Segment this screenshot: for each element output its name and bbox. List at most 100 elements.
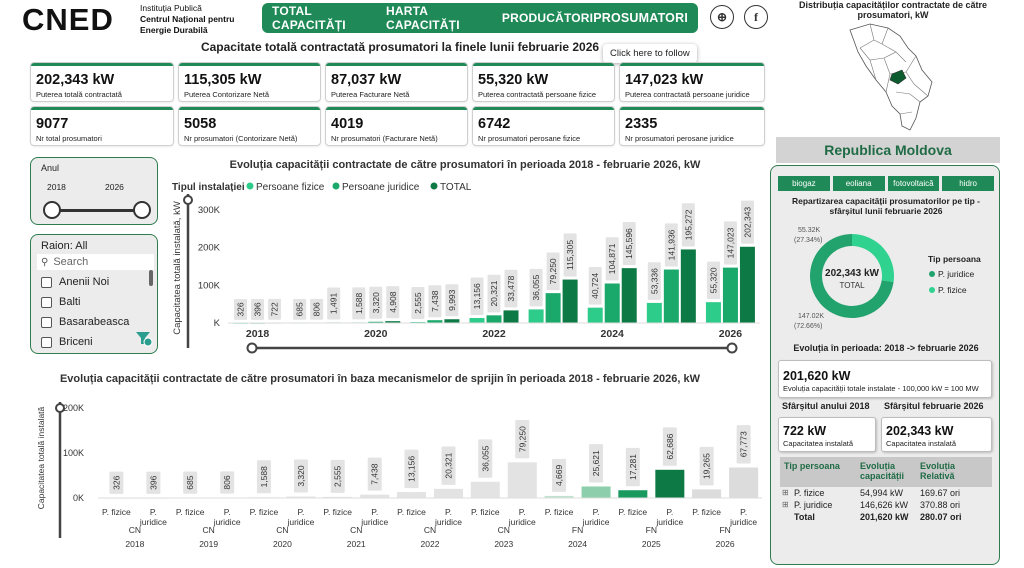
- chart1-bar[interactable]: [604, 283, 620, 323]
- chart1-bar[interactable]: [528, 309, 544, 323]
- chart2-bar[interactable]: [507, 462, 537, 498]
- year-slicer-title: Anul: [41, 163, 60, 173]
- tab-biogaz[interactable]: biogaz: [778, 176, 830, 191]
- chart1-legend-label[interactable]: Persoane fizice: [256, 182, 325, 193]
- th-type[interactable]: Tip persoana: [784, 461, 840, 471]
- tab-hidro[interactable]: hidro: [942, 176, 994, 191]
- chart2-bar[interactable]: [323, 496, 353, 498]
- chart2-data-label-bg: [662, 427, 677, 466]
- chart1-bar[interactable]: [680, 249, 696, 323]
- search-icon: ⚲: [41, 256, 49, 268]
- raion-search-box[interactable]: ⚲ Search: [37, 254, 154, 270]
- raion-item[interactable]: Briceni: [41, 332, 129, 352]
- chart1-bar[interactable]: [705, 302, 721, 323]
- donut-slice-fizice[interactable]: [852, 234, 894, 283]
- chart2-data-label-bg: [441, 446, 456, 485]
- chart2-bar[interactable]: [655, 469, 685, 498]
- chart1-data-label-bg: [293, 298, 307, 320]
- raion-checkbox[interactable]: [41, 296, 52, 308]
- raion-checkbox[interactable]: [41, 276, 52, 288]
- chart1-bar[interactable]: [587, 307, 603, 323]
- chart1-data-label: 202,343: [742, 207, 752, 238]
- kpi-card: 55,320 kW Puterea contractată persoane fi…: [472, 62, 615, 102]
- chart2-bar[interactable]: [729, 467, 759, 498]
- chart2-bar[interactable]: [360, 494, 390, 498]
- th-abs[interactable]: Evoluția capacității: [860, 461, 905, 481]
- tab-fotovoltaic[interactable]: fotovoltaică: [887, 176, 940, 191]
- chart1-data-label: 145,596: [624, 228, 634, 259]
- chart1-bar[interactable]: [545, 293, 561, 323]
- chart1-bar[interactable]: [368, 321, 384, 323]
- expand-icon[interactable]: ⊞: [782, 488, 789, 497]
- chart2-bar[interactable]: [692, 489, 722, 498]
- chart1-bar[interactable]: [621, 268, 637, 323]
- raion-item[interactable]: Balti: [41, 292, 129, 312]
- chart2-bar[interactable]: [434, 488, 463, 498]
- donut-legend-label[interactable]: P. fizice: [938, 285, 967, 295]
- chart2-sublabel: juridice: [360, 517, 388, 527]
- filter-clear-icon[interactable]: [135, 331, 153, 347]
- chart1-bar[interactable]: [385, 321, 401, 323]
- chart1-x-scroll-end[interactable]: [726, 342, 738, 354]
- chart1-bar[interactable]: [503, 310, 519, 323]
- chart2-data-label: 2,555: [333, 465, 343, 487]
- donut-title: Repartizarea capacității prosumatorilor …: [792, 196, 980, 216]
- chart2-bar[interactable]: [397, 492, 426, 498]
- kpi-label: Nr prosumatori perosane fizice: [478, 134, 581, 143]
- chart2-bar[interactable]: [544, 495, 574, 498]
- chart1-data-label-bg: [588, 267, 602, 305]
- chart2-bar[interactable]: [286, 496, 316, 498]
- chart1-bar[interactable]: [722, 267, 738, 323]
- tab-eoliana[interactable]: eoliana: [832, 176, 885, 191]
- raion-item[interactable]: Anenii Noi: [41, 272, 129, 292]
- chart1-bar[interactable]: [562, 279, 578, 323]
- chart2-mech-label: FN: [719, 525, 730, 535]
- chart1-data-label-bg: [411, 287, 425, 320]
- row-type: P. fizice: [794, 488, 825, 498]
- raion-scrollbar[interactable]: [149, 270, 153, 286]
- raion-item[interactable]: Basarabeasca: [41, 312, 129, 332]
- moldova-map[interactable]: [840, 22, 940, 134]
- chart1-bar[interactable]: [444, 319, 460, 323]
- nav-total-capacitati[interactable]: TOTAL CAPACITĂȚI: [272, 4, 346, 32]
- th-rel[interactable]: Evoluția Relativă: [920, 461, 956, 481]
- logo-sub-line-1: Instituția Publică: [140, 3, 202, 13]
- raion-item-label: Anenii Noi: [59, 276, 110, 288]
- chart1-legend-marker: [246, 182, 254, 190]
- nav-prosumatori[interactable]: PROSUMATORI: [593, 11, 688, 25]
- year-slider-end-handle[interactable]: [133, 201, 151, 219]
- chart1-bar[interactable]: [486, 315, 502, 323]
- chart1-data-label-bg: [327, 287, 341, 320]
- raion-checkbox[interactable]: [41, 316, 52, 328]
- chart1-bar[interactable]: [469, 318, 485, 323]
- chart2-data-label: 36,055: [480, 445, 490, 471]
- chart1-x-scroll-start[interactable]: [246, 342, 258, 354]
- year-to-label: 2026: [105, 182, 124, 192]
- chart1-bar[interactable]: [663, 269, 679, 323]
- chart1-bar[interactable]: [427, 320, 443, 323]
- web-globe-icon[interactable]: ⊕: [710, 5, 734, 29]
- chart1-legend-label[interactable]: Persoane juridice: [342, 182, 420, 193]
- chart1-y-scroll-handle[interactable]: [183, 195, 193, 205]
- year-slider-start-handle[interactable]: [43, 201, 61, 219]
- chart2-y-scroll-handle[interactable]: [55, 403, 65, 413]
- chart1-data-label-bg: [622, 221, 636, 266]
- raion-checkbox[interactable]: [41, 336, 52, 348]
- nav-harta-capacitati[interactable]: HARTA CAPACITĂȚI: [385, 4, 460, 32]
- chart1-bar[interactable]: [646, 302, 662, 323]
- logo-subtitle: Instituția Publică Centrul Național pent…: [140, 3, 234, 36]
- chart1-bar[interactable]: [739, 246, 755, 323]
- chart2-bar[interactable]: [470, 481, 500, 498]
- chart2-sublabel: juridice: [729, 517, 757, 527]
- chart2-year-label: 2024: [568, 539, 587, 549]
- chart1-legend-label[interactable]: TOTAL: [440, 182, 472, 193]
- expand-icon[interactable]: ⊞: [782, 500, 789, 509]
- chart1-data-label-bg: [487, 274, 501, 313]
- chart1-data-label-bg: [563, 233, 577, 277]
- country-header[interactable]: Republica Moldova: [776, 137, 1000, 163]
- chart2-bar[interactable]: [618, 490, 648, 498]
- nav-producatori[interactable]: PRODUCĂTORI: [501, 11, 594, 25]
- facebook-icon[interactable]: f: [744, 5, 768, 29]
- donut-legend-label[interactable]: P. juridice: [938, 269, 974, 279]
- chart2-bar[interactable]: [581, 486, 611, 498]
